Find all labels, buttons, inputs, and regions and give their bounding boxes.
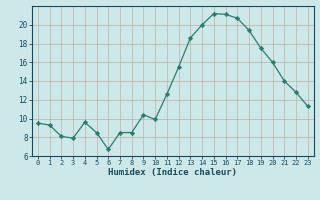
X-axis label: Humidex (Indice chaleur): Humidex (Indice chaleur) bbox=[108, 168, 237, 177]
